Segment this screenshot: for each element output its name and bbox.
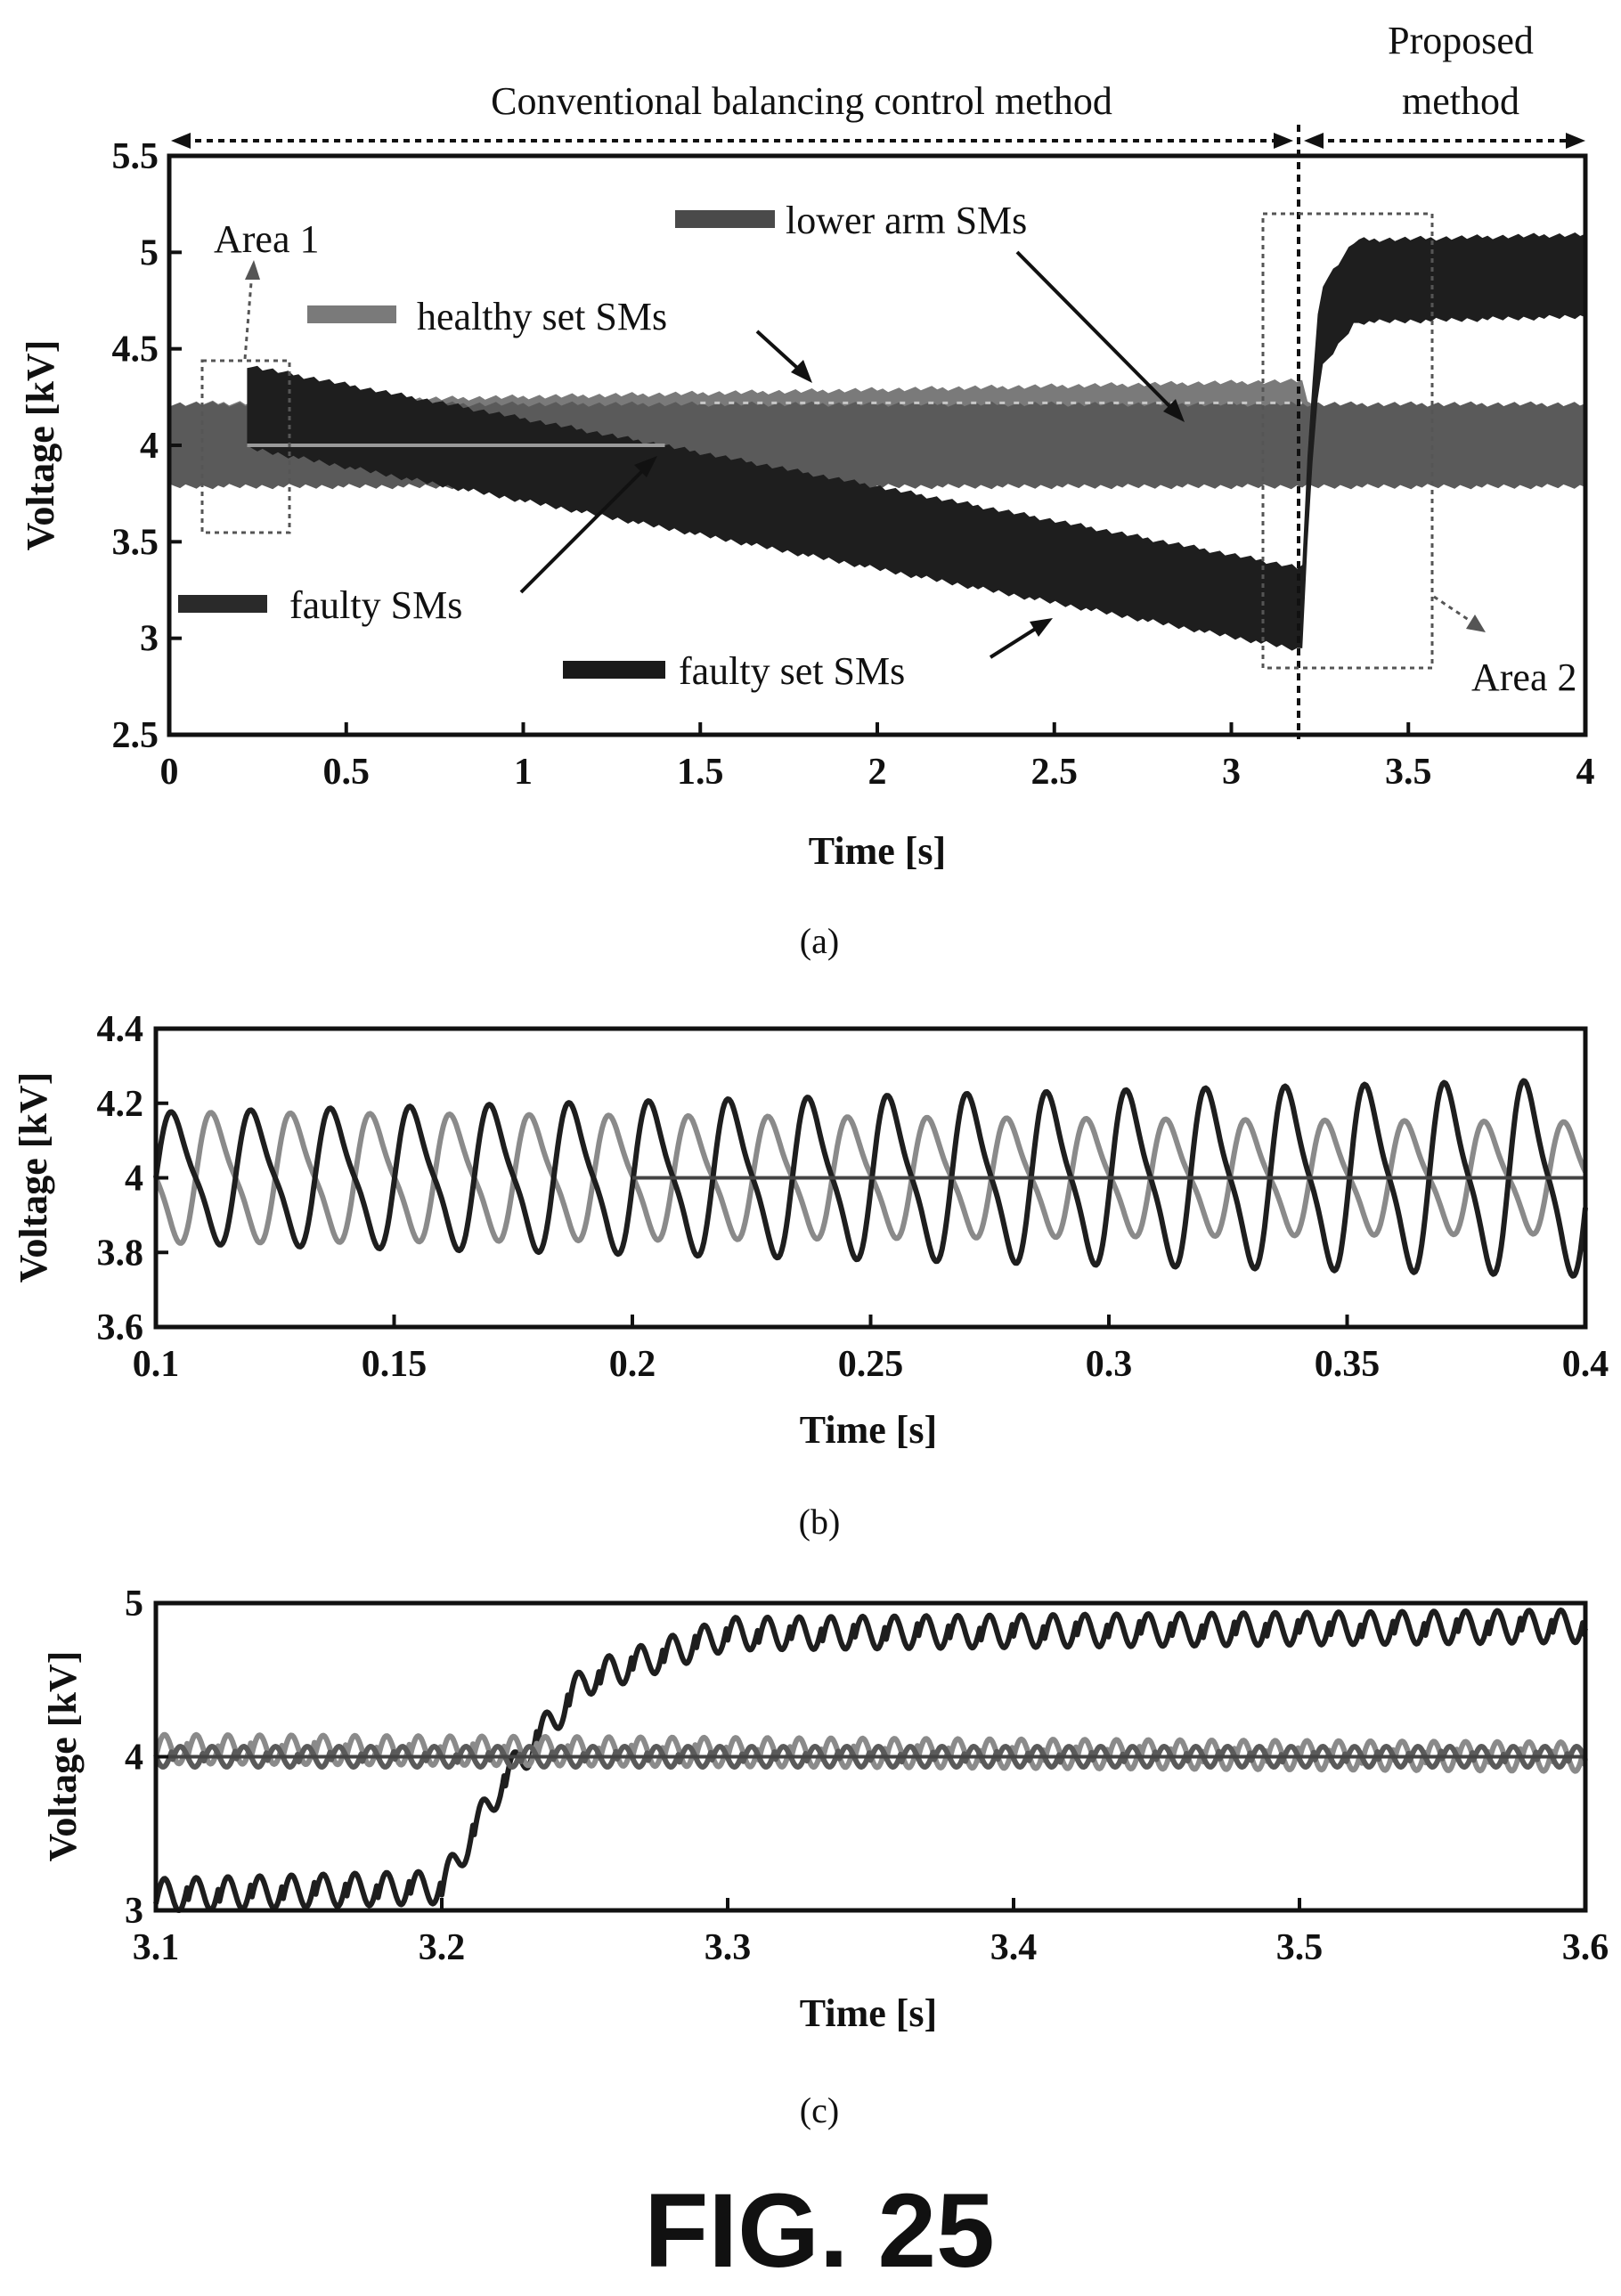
legend-label-lower-arm: lower arm SMs [786, 199, 1027, 242]
panel-a-xtick-label-7: 3.5 [1385, 752, 1432, 793]
area-1-box [200, 359, 291, 534]
panel-b-ytick-label-1: 3.8 [97, 1233, 144, 1274]
legend-swatch-faulty [178, 595, 267, 613]
series-b-1 [153, 1078, 1588, 1279]
panel-c-ylabel: Voltage [kV] [41, 1651, 85, 1862]
panel-c-ytick-label-2: 5 [125, 1584, 143, 1624]
panel-c-caption: (c) [800, 2090, 839, 2130]
panel-b-ylabel: Voltage [kV] [12, 1072, 55, 1283]
pointer-faulty-set-head [1030, 618, 1053, 637]
panel-b-data [153, 1078, 1588, 1279]
area-1-label: Area 1 [214, 217, 320, 261]
panel-a: 0 0.5 1 1.5 2 2.5 3 3.5 4 2.5 3 3.5 4 4.5 5 5.5 Time [s… [19, 19, 1595, 961]
panel-a-ytick-label-3: 4 [140, 426, 159, 467]
legend-swatch-lower-arm [675, 210, 775, 228]
panel-a-xtick-label-0: 0 [160, 752, 179, 793]
panel-b-xtick-label-2: 0.2 [609, 1344, 656, 1385]
proposed-arrowhead-right [1566, 133, 1585, 149]
legend-label-faulty-set: faulty set SMs [679, 649, 905, 693]
panel-a-data [169, 232, 1585, 651]
series-c-2 [153, 1744, 1588, 1770]
panel-c-xtick-label-0: 3.1 [133, 1927, 180, 1968]
panel-c-xtick-label-5: 3.6 [1562, 1927, 1609, 1968]
panel-a-ytick-label-0: 2.5 [112, 715, 159, 756]
panel-b-xtick-label-5: 0.35 [1315, 1344, 1381, 1385]
header-proposed-2: method [1402, 79, 1519, 123]
panel-b-ytick-label-4: 4.4 [97, 1009, 144, 1050]
panel-a-ylabel: Voltage [kV] [19, 340, 62, 551]
panel-b-ticks: 0.1 0.15 0.2 0.25 0.3 0.35 0.4 3.6 3.8 4 4.2 4.4 [97, 1009, 1609, 1385]
panel-b-caption: (b) [799, 1502, 841, 1542]
panel-a-xtick-label-8: 4 [1576, 752, 1595, 793]
panel-a-xtick-label-1: 0.5 [323, 752, 371, 793]
panel-a-ytick-label-1: 3 [140, 619, 159, 660]
area-2-pointer-head [1466, 615, 1486, 632]
panel-c-ytick-label-1: 4 [125, 1738, 143, 1779]
pointer-healthy-head [791, 360, 812, 383]
header-conventional: Conventional balancing control method [491, 79, 1112, 123]
panel-c-xlabel: Time [s] [800, 1991, 937, 2035]
conventional-arrowhead-left [171, 133, 191, 149]
panel-a-xtick-label-5: 2.5 [1031, 752, 1079, 793]
panel-b-ytick-label-0: 3.6 [97, 1307, 144, 1348]
panel-b-xtick-label-3: 0.25 [838, 1344, 904, 1385]
panel-b-xtick-label-0: 0.1 [133, 1344, 180, 1385]
panel-b-ytick-label-2: 4 [125, 1159, 143, 1200]
panel-a-xtick-label-3: 1.5 [677, 752, 724, 793]
panel-b-ytick-label-3: 4.2 [97, 1084, 144, 1125]
pointer-faulty [519, 463, 650, 594]
panel-b-xtick-label-1: 0.15 [362, 1344, 428, 1385]
panel-c-data [153, 1607, 1588, 1913]
legend-label-healthy: healthy set SMs [417, 295, 667, 338]
panel-a-xtick-label-6: 3 [1222, 752, 1241, 793]
legend-label-faulty: faulty SMs [289, 583, 462, 627]
area-1-pointer-head [245, 260, 260, 280]
area-1-pointer [243, 271, 254, 360]
panel-a-ytick-label-2: 3.5 [112, 522, 159, 563]
panel-c-xtick-label-3: 3.4 [990, 1927, 1038, 1968]
pointer-faulty-head [634, 456, 657, 477]
pointer-lower-arm-head [1163, 399, 1185, 422]
panel-b: 0.1 0.15 0.2 0.25 0.3 0.35 0.4 3.6 3.8 4 4.2 4.4 Ti… [12, 1009, 1609, 1542]
figure-label: FIG. 25 [644, 2172, 994, 2290]
area-2-box [1261, 212, 1434, 670]
pointer-lower-arm [1015, 250, 1179, 416]
panel-c-xtick-label-1: 3.2 [419, 1927, 466, 1968]
panel-a-xtick-label-2: 1 [514, 752, 533, 793]
proposed-arrowhead-left [1304, 133, 1324, 149]
panel-c-ytick-label-0: 3 [125, 1891, 143, 1932]
panel-b-xtick-label-4: 0.3 [1086, 1344, 1133, 1385]
panel-a-ytick-label-5: 5 [140, 232, 159, 273]
panel-a-xtick-label-4: 2 [868, 752, 887, 793]
panel-a-xlabel: Time [s] [809, 829, 946, 873]
panel-a-ticks: 0 0.5 1 1.5 2 2.5 3 3.5 4 2.5 3 3.5 4 4.5 5 5.5 [112, 136, 1595, 793]
legend-swatch-faulty-set [563, 661, 665, 679]
panel-a-caption: (a) [800, 921, 839, 961]
area-2-label: Area 2 [1471, 655, 1577, 699]
series-c-0 [153, 1607, 1588, 1913]
panel-c-xtick-label-4: 3.5 [1276, 1927, 1324, 1968]
panel-a-ytick-label-6: 5.5 [112, 136, 159, 177]
panel-b-xlabel: Time [s] [800, 1408, 937, 1452]
header-proposed-1: Proposed [1388, 19, 1534, 62]
panel-a-ytick-label-4: 4.5 [112, 330, 159, 370]
panel-c-ticks: 3.1 3.2 3.3 3.4 3.5 3.6 3 4 5 [125, 1584, 1609, 1968]
panel-c-xtick-label-2: 3.3 [705, 1927, 752, 1968]
panel-c: 3.1 3.2 3.3 3.4 3.5 3.6 3 4 5 Time [s] Voltage [… [41, 1584, 1609, 2130]
series-band-3 [247, 232, 1585, 651]
panel-b-xtick-label-6: 0.4 [1562, 1344, 1609, 1385]
conventional-arrowhead-right [1274, 133, 1293, 149]
legend-swatch-healthy [307, 305, 396, 323]
area-2-pointer [1433, 595, 1475, 625]
